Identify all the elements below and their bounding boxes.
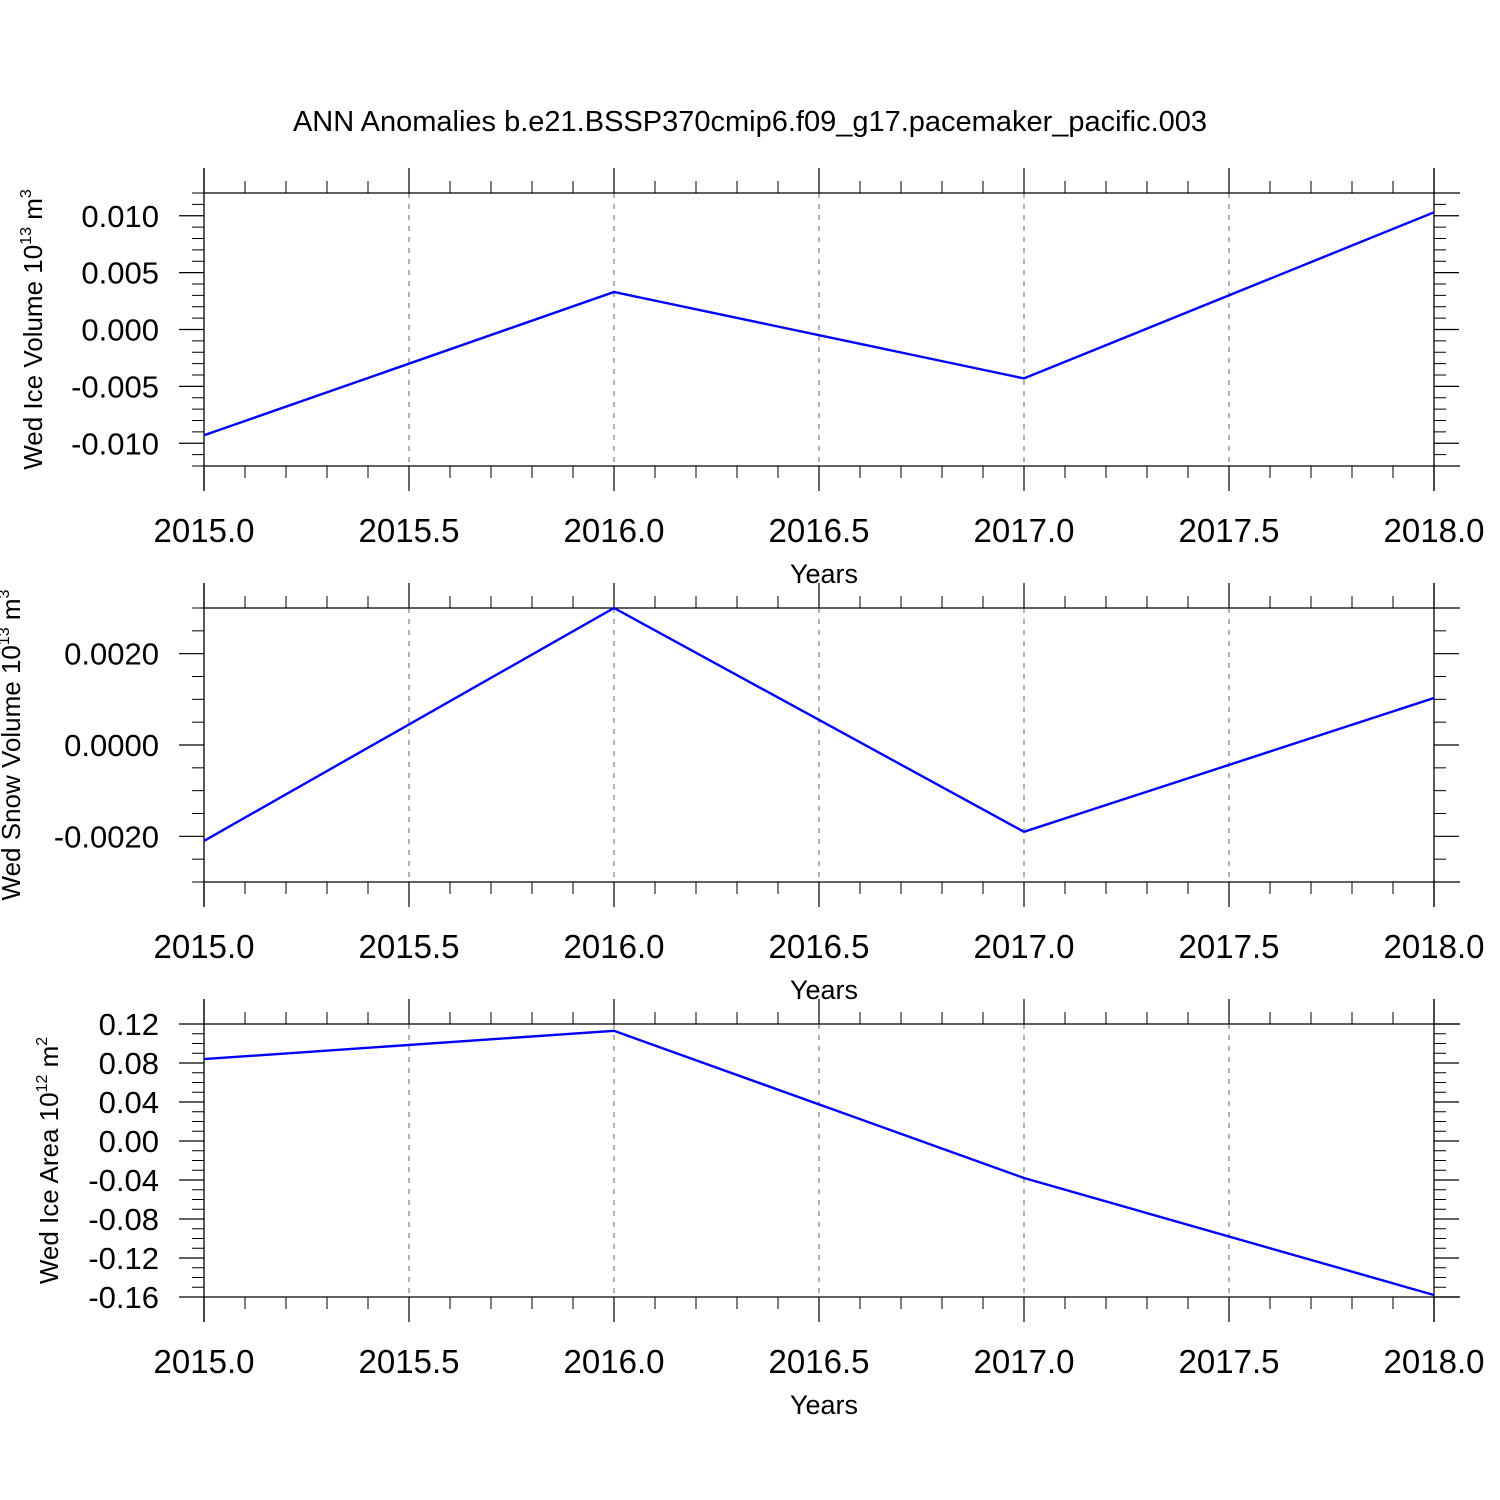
x-tick-label: 2017.5: [1179, 1343, 1280, 1380]
x-tick-label: 2017.0: [974, 928, 1075, 965]
figure-title: ANN Anomalies b.e21.BSSP370cmip6.f09_g17…: [293, 106, 1207, 138]
y-tick-label: -0.0020: [54, 819, 159, 854]
x-tick-label: 2018.0: [1384, 928, 1485, 965]
series-line: [203, 1029, 1435, 1297]
series-line: [203, 606, 1435, 842]
panels: 2015.0 2015.5 2016.0 2016.5 2017.0 2017.5 2018…: [0, 168, 1484, 1420]
y-axis-label: Wed Ice Volume 1013 m3: [18, 189, 48, 470]
x-tick-label: 2015.5: [359, 512, 460, 549]
x-tick-label: 2015.5: [359, 1343, 460, 1380]
series-line: [203, 211, 1435, 437]
y-axis-label: Wed Ice Area 1012 m2: [34, 1037, 64, 1284]
chart-panel-1: 2015.0 2015.5 2016.0 2016.5 2017.0 2017.5 2018…: [18, 168, 1484, 589]
y-tick-label: 0.010: [81, 199, 159, 234]
y-tick-label: 0.000: [81, 313, 159, 348]
y-tick-label: 0.005: [81, 256, 159, 291]
y-tick-label: -0.16: [88, 1280, 159, 1315]
x-tick-label: 2017.5: [1179, 512, 1280, 549]
x-axis-label: Years: [790, 975, 858, 1005]
x-tick-label: 2017.5: [1179, 928, 1280, 965]
x-tick-label: 2016.0: [564, 1343, 665, 1380]
y-tick-label: -0.04: [88, 1163, 159, 1198]
x-tick-label: 2016.0: [564, 928, 665, 965]
y-tick-label: -0.010: [71, 426, 159, 461]
x-tick-label: 2018.0: [1384, 512, 1485, 549]
y-axis-label: Wed Snow Volume 1013 m3: [0, 589, 26, 900]
x-tick-label: 2017.0: [974, 512, 1075, 549]
y-tick-label: -0.005: [71, 369, 159, 404]
y-tick-label: 0.00: [99, 1124, 159, 1159]
y-tick-label: 0.0020: [64, 637, 159, 672]
chart-panel-3: 2015.0 2015.5 2016.0 2016.5 2017.0 2017.5 2018…: [34, 999, 1484, 1420]
x-axis-label: Years: [790, 1390, 858, 1420]
y-tick-label: 0.12: [99, 1007, 159, 1042]
y-tick-label: -0.08: [88, 1202, 159, 1237]
y-tick-label: 0.0000: [64, 728, 159, 763]
x-tick-label: 2015.0: [154, 512, 255, 549]
x-tick-label: 2016.0: [564, 512, 665, 549]
y-tick-label: 0.08: [99, 1046, 159, 1081]
x-tick-label: 2017.0: [974, 1343, 1075, 1380]
x-tick-label: 2015.0: [154, 1343, 255, 1380]
x-tick-label: 2015.5: [359, 928, 460, 965]
x-tick-label: 2016.5: [769, 512, 870, 549]
chart-panel-2: 2015.0 2015.5 2016.0 2016.5 2017.0 2017.5 2018…: [0, 583, 1484, 1005]
x-tick-label: 2015.0: [154, 928, 255, 965]
y-tick-label: 0.04: [99, 1085, 159, 1120]
x-tick-label: 2016.5: [769, 928, 870, 965]
x-tick-label: 2018.0: [1384, 1343, 1485, 1380]
x-axis-label: Years: [790, 559, 858, 589]
y-tick-label: -0.12: [88, 1241, 159, 1276]
x-tick-label: 2016.5: [769, 1343, 870, 1380]
